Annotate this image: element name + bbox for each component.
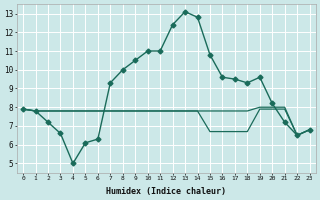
X-axis label: Humidex (Indice chaleur): Humidex (Indice chaleur) <box>106 187 226 196</box>
